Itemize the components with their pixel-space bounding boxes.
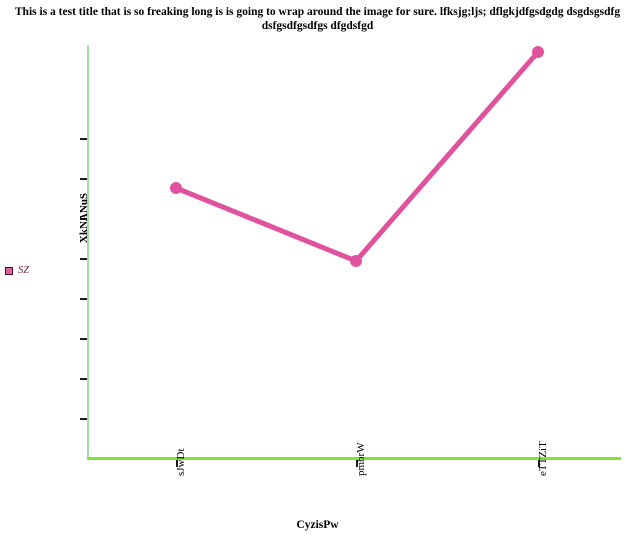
y-axis-tick-5 [80, 338, 87, 340]
y-axis-title: XkNANuS [78, 192, 90, 244]
y-axis-tick-7 [80, 418, 87, 420]
y-axis-tick-4 [80, 298, 87, 300]
x-axis-tick-2 [538, 460, 540, 467]
x-tick-label-2: eTTZiT [537, 441, 549, 476]
series-marker-1 [350, 255, 362, 267]
y-axis-tick-0 [80, 138, 87, 140]
series-marker-2 [532, 46, 544, 58]
series-marker-0 [170, 182, 182, 194]
chart-title: This is a test title that is so freaking… [14, 6, 621, 32]
legend: SZ [5, 265, 29, 276]
legend-label-sz: SZ [18, 265, 30, 276]
y-axis-tick-2 [80, 218, 87, 220]
x-tick-label-1: pmbrW [355, 442, 367, 476]
y-axis-line [87, 45, 89, 459]
x-axis-tick-0 [176, 460, 178, 467]
x-axis-title: CyzisPw [296, 519, 339, 531]
legend-swatch-sz [5, 266, 13, 275]
x-axis-tick-1 [356, 460, 358, 467]
series-line-sz [173, 49, 541, 264]
y-axis-tick-3 [80, 258, 87, 260]
x-tick-label-0: sJwDt [175, 448, 187, 476]
x-axis-line [87, 457, 621, 460]
y-axis-tick-1 [80, 178, 87, 180]
y-axis-tick-6 [80, 378, 87, 380]
